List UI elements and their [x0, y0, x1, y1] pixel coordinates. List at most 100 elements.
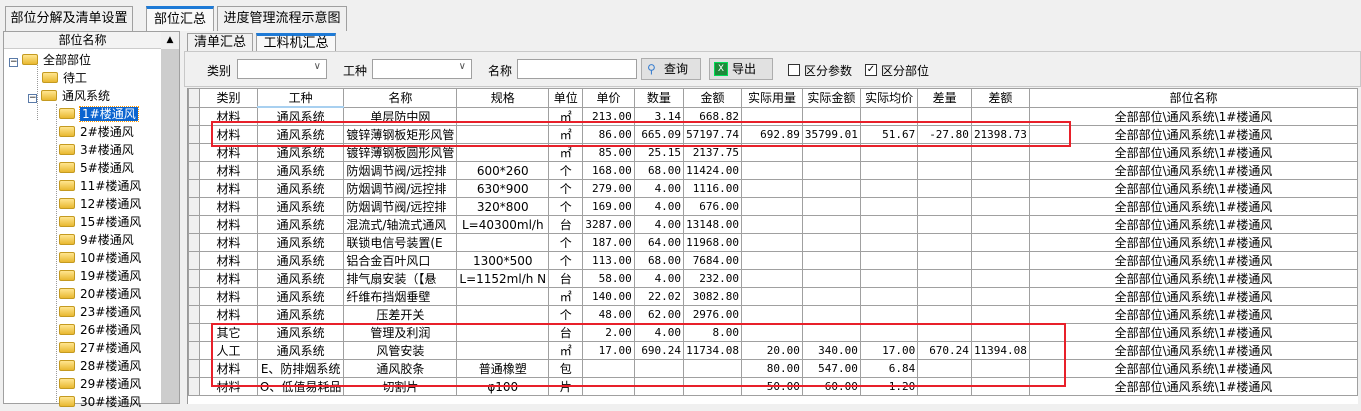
column-header[interactable]: 金额 [683, 88, 743, 108]
tab-bill-summary[interactable]: 清单汇总 [187, 33, 253, 52]
collapse-icon[interactable]: − [9, 57, 18, 67]
tree-node-building[interactable]: 11#楼通风 [59, 177, 141, 195]
table-cell [456, 143, 550, 162]
table-row[interactable]: 材料 通风系统 镀锌薄钢板矩形风管 ㎡ 86.00 665.09 57197.74 692.8… [187, 125, 1359, 144]
row-indicator[interactable] [187, 179, 201, 198]
tree-node-label: 19#楼通风 [80, 269, 142, 283]
tab-location-breakdown[interactable]: 部位分解及清单设置 [5, 6, 133, 31]
table-row[interactable]: 材料 E、防排烟系统 通风胶条 普通橡塑包 80.00 547.00 6.84 全部部位\通风… [187, 359, 1359, 378]
table-row[interactable]: 材料 O、低值易耗品 切割片 φ100 片 50.00 60.00 1.20 全部部位\通风系统… [187, 377, 1359, 396]
category-select[interactable]: ∨ [237, 59, 327, 79]
collapse-icon[interactable]: − [28, 93, 37, 103]
column-header[interactable]: 实际金额 [801, 88, 861, 108]
column-header[interactable]: 规格 [456, 88, 550, 108]
column-header[interactable]: 差量 [917, 88, 972, 108]
table-cell: 台 [548, 269, 584, 288]
row-indicator[interactable] [187, 305, 201, 324]
table-row[interactable]: 材料 通风系统 防烟调节阀/远控排 630*900 个 279.00 4.00 1116.00… [187, 179, 1359, 198]
column-header[interactable]: 工种 [256, 88, 345, 108]
table-row[interactable]: 材料 通风系统 联锁电信号装置(E 个 187.00 64.00 11968.00 全部部位\… [187, 233, 1359, 252]
table-cell: 4.00 [633, 179, 685, 198]
table-cell: 6.84 [859, 359, 919, 378]
tree-node-building[interactable]: 28#楼通风 [59, 357, 141, 375]
column-header[interactable]: 名称 [343, 88, 458, 108]
row-indicator[interactable] [187, 341, 201, 360]
distinguish-location-checkbox[interactable]: ✓ [865, 64, 877, 76]
table-row[interactable]: 材料 通风系统 镀锌薄钢板圆形风管 ㎡ 85.00 25.15 2137.75 全部部位\通风… [187, 143, 1359, 162]
row-indicator[interactable] [187, 143, 201, 162]
row-indicator[interactable] [187, 161, 201, 180]
table-cell [859, 233, 919, 252]
column-header[interactable]: 差额 [970, 88, 1030, 108]
table-row[interactable]: 其它 通风系统 管理及利润 台 2.00 4.00 8.00 全部部位\通风系统\1#楼通风 [187, 323, 1359, 342]
table-cell [683, 377, 743, 396]
export-button[interactable]: X 导出 [709, 58, 773, 80]
table-row[interactable]: 材料 通风系统 铝合金百叶风口 1300*500 个 113.00 68.00 7684.00… [187, 251, 1359, 270]
tree-node-building[interactable]: 26#楼通风 [59, 321, 141, 339]
row-indicator[interactable] [187, 233, 201, 252]
column-header[interactable]: 单价 [582, 88, 635, 108]
table-row[interactable]: 材料 通风系统 排气扇安装（【悬 L=1152ml/h N 台 58.00 4.00 232.… [187, 269, 1359, 288]
table-cell: 防烟调节阀/远控排 [343, 161, 458, 180]
table-cell: O、低值易耗品 [256, 377, 345, 396]
distinguish-params-checkbox[interactable] [788, 64, 800, 76]
name-input[interactable] [517, 59, 637, 79]
tree-node-building[interactable]: 23#楼通风 [59, 303, 141, 321]
tree-node-building[interactable]: 1#楼通风 [59, 105, 139, 123]
tab-material-summary[interactable]: 工料机汇总 [256, 33, 336, 52]
tree-node-building[interactable]: 5#楼通风 [59, 159, 134, 177]
table-cell: 320*800 [456, 197, 550, 216]
tree-node-building[interactable]: 19#楼通风 [59, 267, 141, 285]
tree-node-building[interactable]: 9#楼通风 [59, 231, 134, 249]
table-cell [859, 143, 919, 162]
tree-node-building[interactable]: 2#楼通风 [59, 123, 134, 141]
tree-node-building[interactable]: 10#楼通风 [59, 249, 141, 267]
table-cell: 50.00 [741, 377, 803, 396]
table-cell: 台 [548, 323, 584, 342]
column-header[interactable]: 实际均价 [859, 88, 919, 108]
tree-node-building[interactable]: 20#楼通风 [59, 285, 141, 303]
table-row[interactable]: 材料 通风系统 防烟调节阀/远控排 600*260 个 168.00 68.00 11424.… [187, 161, 1359, 180]
scroll-up-icon[interactable]: ▲ [161, 32, 179, 49]
tree-node-building[interactable]: 15#楼通风 [59, 213, 141, 231]
table-row[interactable]: 材料 通风系统 混流式/轴流式通风 L=40300ml/h 台 3287.00 4.00 13… [187, 215, 1359, 234]
tree-node-label: 12#楼通风 [80, 197, 142, 211]
row-indicator[interactable] [187, 359, 201, 378]
table-row[interactable]: 材料 通风系统 防烟调节阀/远控排 320*800 个 169.00 4.00 676.00 全… [187, 197, 1359, 216]
table-cell: 58.00 [582, 269, 635, 288]
tree-node-label: 26#楼通风 [80, 323, 142, 337]
tree-node-building[interactable]: 27#楼通风 [59, 339, 141, 357]
tree-node-building[interactable]: 29#楼通风 [59, 375, 141, 393]
tree-node-waiting[interactable]: 待工 [42, 69, 87, 87]
column-header[interactable]: 类别 [199, 88, 258, 108]
row-indicator[interactable] [187, 125, 201, 144]
query-button[interactable]: ⚲ 查询 [641, 58, 701, 80]
table-row[interactable]: 材料 通风系统 纤维布挡烟垂壁 ㎡ 140.00 22.02 3082.80 全部部位\通风系… [187, 287, 1359, 306]
row-indicator[interactable] [187, 197, 201, 216]
tree-node-building[interactable]: 30#楼通风 [59, 393, 141, 411]
trade-select[interactable]: ∨ [372, 59, 472, 79]
row-indicator[interactable] [187, 215, 201, 234]
row-indicator[interactable] [187, 269, 201, 288]
table-cell: 11424.00 [683, 161, 743, 180]
row-indicator[interactable] [187, 377, 201, 396]
tree-node-building[interactable]: 3#楼通风 [59, 141, 134, 159]
tree-node-building[interactable]: 12#楼通风 [59, 195, 141, 213]
column-header[interactable]: 单位 [548, 88, 584, 108]
tab-location-summary[interactable]: 部位汇总 [146, 6, 214, 31]
row-indicator[interactable] [187, 323, 201, 342]
tab-progress-flow[interactable]: 进度管理流程示意图 [217, 6, 347, 31]
row-indicator[interactable] [187, 287, 201, 306]
column-header[interactable]: 部位名称 [1028, 88, 1359, 108]
tree-node-ventilation[interactable]: − 通风系统 [28, 87, 110, 105]
table-row[interactable]: 材料 通风系统 单层防中网 ㎡ 213.00 3.14 668.82 全部部位\通风系统\1#… [187, 106, 1359, 126]
tree-node-root[interactable]: − 全部部位 [9, 51, 91, 69]
tree-scrollbar[interactable]: ▲ [161, 32, 179, 403]
table-cell: 168.00 [582, 161, 635, 180]
row-indicator[interactable] [187, 106, 201, 126]
table-row[interactable]: 材料 通风系统 压差开关 个 48.00 62.00 2976.00 全部部位\通风系统\1#… [187, 305, 1359, 324]
column-header[interactable]: 数量 [633, 88, 685, 108]
row-indicator[interactable] [187, 251, 201, 270]
column-header[interactable]: 实际用量 [741, 88, 803, 108]
